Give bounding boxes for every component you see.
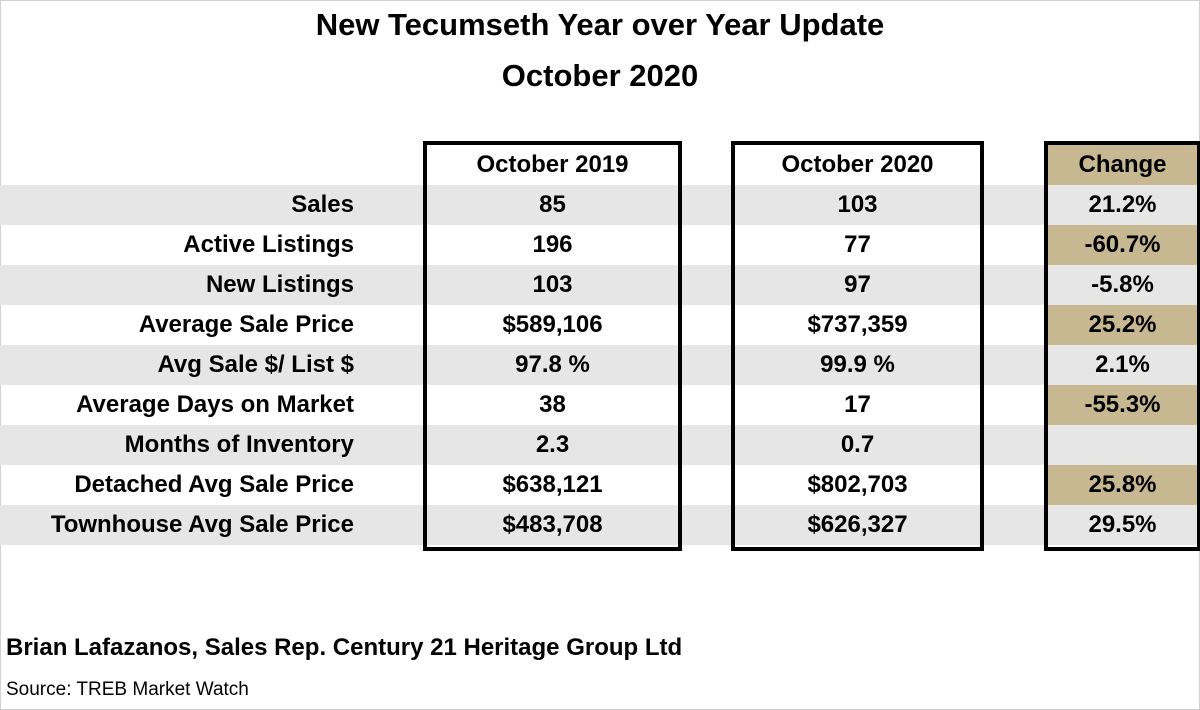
cell-average-sale-price-2020: $737,359 [807,311,908,338]
cell-average-sale-price-change: 25.2% [1088,311,1157,338]
cell-active-listings-2020: 77 [844,231,871,258]
october-2020-column-border [731,141,984,551]
cell-townhouse-avg-sale-price-2020: $626,327 [807,511,908,538]
header-change: Change [1078,151,1167,178]
header-october-2020: October 2020 [781,151,934,178]
cell-townhouse-avg-sale-price-change: 29.5% [1088,511,1157,538]
cell-townhouse-avg-sale-price-2019: $483,708 [502,511,603,538]
row-label-townhouse-avg-sale-price: Townhouse Avg Sale Price [50,511,354,538]
cell-new-listings-change: -5.8% [1091,271,1154,298]
row-background [0,425,1200,465]
footer-source: Source: TREB Market Watch [6,679,249,700]
cell-sale-to-list-ratio-change: 2.1% [1095,351,1150,378]
cell-detached-avg-sale-price-2019: $638,121 [502,471,603,498]
row-label-average-days-on-market: Average Days on Market [76,391,354,418]
cell-months-of-inventory-2019: 2.3 [535,431,570,458]
change-highlight [1048,385,1197,425]
row-label-detached-avg-sale-price: Detached Avg Sale Price [74,471,354,498]
page-subtitle: October 2020 [501,58,699,93]
cell-detached-avg-sale-price-change: 25.8% [1088,471,1157,498]
cell-detached-avg-sale-price-2020: $802,703 [807,471,908,498]
row-background [0,265,1200,305]
cell-average-days-on-market-change: -55.3% [1084,391,1161,418]
header-october-2019: October 2019 [476,151,629,178]
cell-average-days-on-market-2020: 17 [844,391,871,418]
change-highlight [1048,465,1197,505]
cell-average-days-on-market-2019: 38 [539,391,566,418]
cell-months-of-inventory-2020: 0.7 [840,431,875,458]
change-highlight [1048,225,1197,265]
change-highlight [1048,305,1197,345]
change-header-background [1048,145,1197,185]
cell-sales-2020: 103 [837,191,878,218]
cell-sales-change: 21.2% [1088,191,1157,218]
cell-active-listings-2019: 196 [532,231,573,258]
footer-author: Brian Lafazanos, Sales Rep. Century 21 H… [6,634,683,661]
change-column-border [1044,141,1200,551]
cell-average-sale-price-2019: $589,106 [502,311,603,338]
cell-new-listings-2020: 97 [844,271,871,298]
row-label-months-of-inventory: Months of Inventory [124,431,354,458]
row-label-average-sale-price: Average Sale Price [138,311,354,338]
row-label-active-listings: Active Listings [183,231,354,258]
cell-active-listings-change: -60.7% [1084,231,1161,258]
cell-new-listings-2019: 103 [532,271,573,298]
row-background [0,505,1200,545]
row-label-sale-to-list-ratio: Avg Sale $/ List $ [157,351,354,378]
row-label-sales: Sales [291,191,354,218]
cell-sales-2019: 85 [539,191,566,218]
row-background [0,185,1200,225]
row-background [0,345,1200,385]
row-label-new-listings: New Listings [205,271,354,298]
october-2019-column-border [423,141,682,551]
cell-sale-to-list-ratio-2019: 97.8 % [515,351,590,378]
cell-sale-to-list-ratio-2020: 99.9 % [820,351,895,378]
page-title: New Tecumseth Year over Year Update [315,7,885,42]
